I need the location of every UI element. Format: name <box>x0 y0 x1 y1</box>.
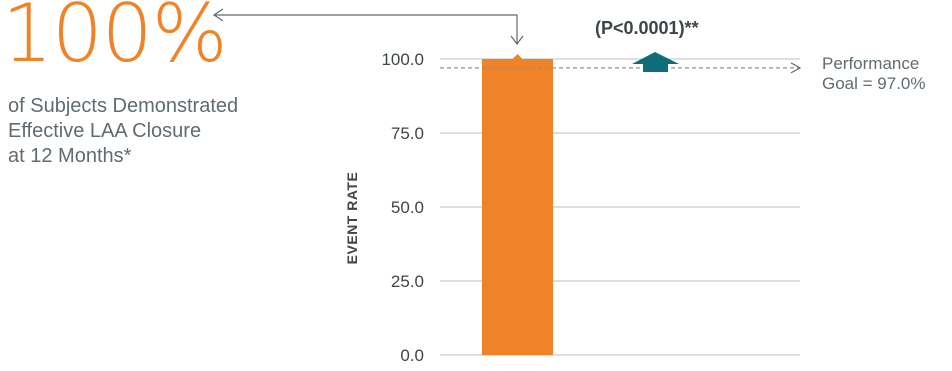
y-tick-label: 50.0 <box>391 198 424 217</box>
bar-top-notch <box>512 54 523 59</box>
p-value-label: (P<0.0001)** <box>595 18 699 38</box>
headline-line-2: Effective LAA Closure <box>8 120 202 142</box>
y-tick-label: 100.0 <box>381 50 424 69</box>
performance-goal-label: Performance Goal = 97.0% <box>822 54 926 94</box>
y-tick-label: 25.0 <box>391 272 424 291</box>
headline-callout-arrow <box>214 14 518 44</box>
y-tick-label: 0.0 <box>400 346 424 365</box>
headline-line-3: at 12 Months* <box>8 145 132 167</box>
y-axis-label: EVENT RATE <box>344 171 360 265</box>
y-axis-ticks: 0.0 25.0 50.0 75.0 100.0 <box>381 50 424 365</box>
callout-arrowhead-left-icon <box>212 8 224 22</box>
performance-goal-line-1: Performance <box>822 54 920 73</box>
y-tick-label: 75.0 <box>391 124 424 143</box>
performance-goal-line-2: Goal = 97.0% <box>822 74 926 93</box>
headline-line-1: of Subjects Demonstrated <box>8 95 239 117</box>
bars <box>482 54 553 355</box>
bar <box>482 59 553 355</box>
headline-description: of Subjects Demonstrated Effective LAA C… <box>8 94 318 169</box>
headline-percentage: 100% <box>2 0 228 80</box>
callout-arrowhead-down-icon <box>510 35 524 45</box>
up-arrow-icon <box>632 52 679 72</box>
